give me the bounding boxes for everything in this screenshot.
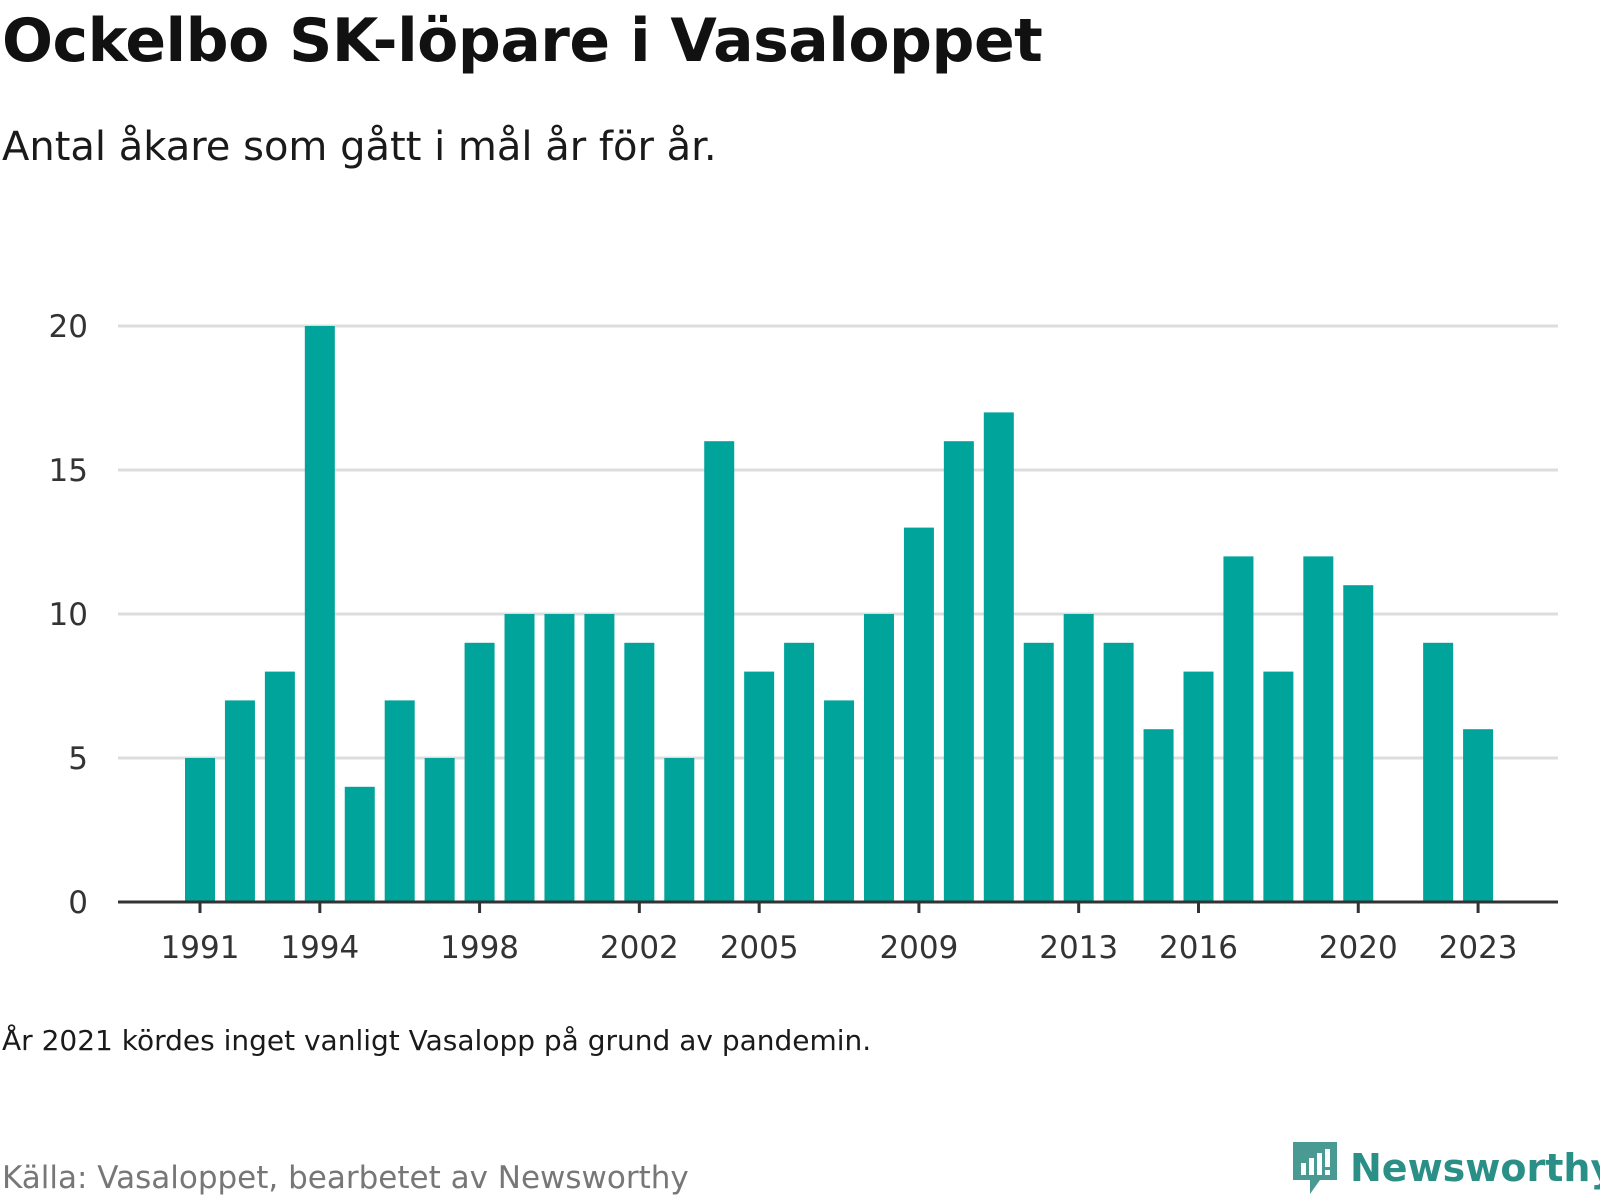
- x-tick-label: 2020: [1319, 930, 1398, 966]
- bar-2006: [784, 642, 815, 902]
- bar-1995: [344, 786, 375, 902]
- bar-2009: [903, 527, 934, 902]
- x-tick-label: 2016: [1159, 930, 1238, 966]
- chart-title: Ockelbo SK-löpare i Vasaloppet: [2, 6, 1043, 76]
- bar-1997: [424, 758, 455, 902]
- bar-2013: [1063, 614, 1094, 902]
- bar-1998: [464, 642, 495, 902]
- newsworthy-logo-icon: [1293, 1142, 1337, 1194]
- x-tick-label: 1998: [440, 930, 519, 966]
- x-tick-label: 1994: [280, 930, 359, 966]
- newsworthy-brand: Newsworthy: [1290, 1140, 1600, 1196]
- bar-2011: [983, 412, 1014, 902]
- bar-2000: [544, 614, 575, 902]
- bar-2007: [824, 700, 855, 902]
- x-tick-label: 2002: [600, 930, 679, 966]
- y-tick-label: 15: [49, 453, 88, 489]
- bar-2018: [1263, 671, 1294, 902]
- bar-2005: [744, 671, 775, 902]
- bar-1996: [384, 700, 415, 902]
- bar-2003: [664, 758, 695, 902]
- bar-2012: [1023, 642, 1054, 902]
- chart-source: Källa: Vasaloppet, bearbetet av Newswort…: [2, 1160, 689, 1196]
- bar-2020: [1343, 585, 1374, 902]
- bar-2008: [863, 614, 894, 902]
- chart-note: År 2021 kördes inget vanligt Vasalopp på…: [2, 1024, 872, 1057]
- bar-1994: [304, 326, 335, 902]
- bar-2002: [624, 642, 655, 902]
- x-tick-label: 1991: [161, 930, 240, 966]
- chart-subtitle: Antal åkare som gått i mål år för år.: [2, 124, 717, 170]
- x-tick-label: 2023: [1439, 930, 1518, 966]
- x-tick-label: 2009: [879, 930, 958, 966]
- y-tick-label: 10: [49, 597, 88, 633]
- bar-2017: [1223, 556, 1254, 902]
- bar-2001: [584, 614, 615, 902]
- bar-2023: [1463, 729, 1494, 902]
- bar-2015: [1143, 729, 1174, 902]
- x-tick-label: 2005: [720, 930, 799, 966]
- bar-1991: [185, 758, 215, 902]
- bar-2016: [1183, 671, 1214, 902]
- bars: [185, 326, 1494, 902]
- y-tick-label: 20: [49, 309, 88, 345]
- bar-2004: [704, 441, 735, 902]
- bar-2022: [1423, 642, 1454, 902]
- bar-1999: [504, 614, 535, 902]
- bar-2010: [943, 441, 974, 902]
- bar-2019: [1303, 556, 1334, 902]
- axes: 0 5 10 15 20 1991 1994 1998 2002 2005 2009 2013 2016…: [49, 309, 1558, 966]
- bar-2014: [1103, 642, 1134, 902]
- bar-1993: [264, 671, 295, 902]
- x-tick-label: 2013: [1039, 930, 1118, 966]
- brand-name: Newsworthy: [1350, 1146, 1600, 1190]
- y-tick-label: 5: [68, 741, 88, 777]
- y-tick-label: 0: [68, 885, 88, 921]
- bar-1992: [224, 700, 255, 902]
